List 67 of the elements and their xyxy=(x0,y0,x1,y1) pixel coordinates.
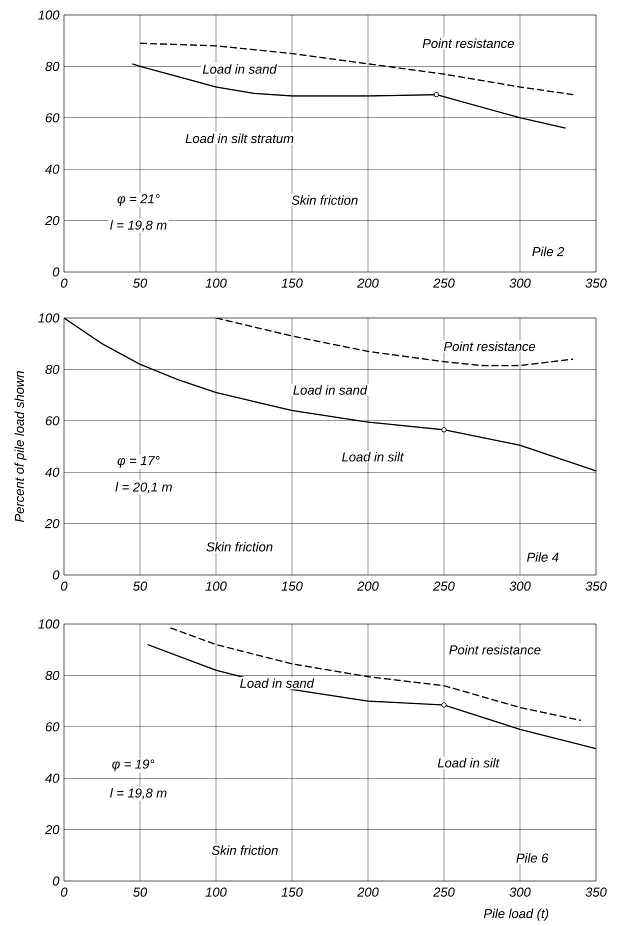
x-tick-label: 50 xyxy=(133,888,148,897)
y-tick-label: 0 xyxy=(52,876,60,886)
y-tick-label: 80 xyxy=(45,62,60,71)
x-axis-title: Pile load (t) xyxy=(484,908,548,921)
y-tick-label: 100 xyxy=(38,313,60,323)
annotation: Point resistance xyxy=(449,644,540,654)
x-tick-label: 50 xyxy=(133,278,148,288)
x-tick-label: 0 xyxy=(60,888,68,897)
x-tick-label: 100 xyxy=(206,278,227,288)
y-tick-label: 60 xyxy=(46,722,60,732)
line-series xyxy=(170,627,582,722)
x-tick-label: 350 xyxy=(586,582,607,591)
x-tick-label: 200 xyxy=(357,888,379,897)
y-tick-label: 60 xyxy=(46,416,60,426)
x-tick-label: 200 xyxy=(357,582,379,591)
y-tick-label: 0 xyxy=(52,267,60,277)
x-tick-label: 100 xyxy=(206,888,227,897)
annotation: φ = 21° xyxy=(118,194,160,206)
annotation: Point resistance xyxy=(444,342,536,352)
y-tick-label: 80 xyxy=(45,670,60,680)
annotation: Pile 6 xyxy=(516,853,548,863)
annotation: Load in silt stratum xyxy=(186,134,294,144)
x-tick-label: 300 xyxy=(509,582,531,591)
x-tick-label: 350 xyxy=(586,888,607,897)
x-tick-label: 250 xyxy=(433,582,455,591)
annotation: Load in sand xyxy=(202,64,277,74)
x-tick-label: 0 xyxy=(60,278,68,288)
line-series xyxy=(132,63,566,129)
x-tick-label: 150 xyxy=(282,888,303,897)
y-tick-label: 40 xyxy=(45,468,60,477)
annotation: Skin friction xyxy=(212,845,278,855)
annotation: Pile 2 xyxy=(532,246,564,256)
y-tick-label: 0 xyxy=(52,570,60,580)
y-tick-label: 20 xyxy=(45,216,60,226)
x-tick-label: 250 xyxy=(433,278,455,288)
y-tick-label: 40 xyxy=(45,774,60,783)
y-tick-label: 40 xyxy=(45,164,60,174)
x-tick-label: 250 xyxy=(433,888,455,897)
annotation: l = 19,8 m xyxy=(110,220,166,232)
x-tick-label: 50 xyxy=(133,582,148,591)
annotation: φ = 17° xyxy=(118,456,160,468)
y-tick-label: 60 xyxy=(46,113,60,122)
annotation: Load in sand xyxy=(293,385,368,395)
y-axis-title: Percent of pile load shown xyxy=(14,371,26,522)
y-tick-label: 80 xyxy=(45,364,60,374)
x-tick-label: 350 xyxy=(586,278,607,288)
annotation: Pile 4 xyxy=(527,552,558,562)
annotation: l = 20,1 m xyxy=(115,482,172,494)
annotation: l = 19,8 m xyxy=(110,788,166,800)
annotation: Load in silt xyxy=(342,452,404,462)
annotation: Load in sand xyxy=(240,678,314,688)
y-tick-label: 20 xyxy=(45,519,60,528)
annotation: Point resistance xyxy=(422,38,514,48)
x-tick-label: 100 xyxy=(206,582,227,591)
x-tick-label: 300 xyxy=(510,278,531,288)
annotation: Load in silt xyxy=(438,758,500,768)
y-tick-label: 20 xyxy=(45,825,60,834)
x-tick-label: 300 xyxy=(510,888,531,897)
y-tick-label: 100 xyxy=(38,10,60,20)
y-tick-label: 100 xyxy=(38,619,60,629)
x-tick-label: 0 xyxy=(60,582,68,591)
x-tick-label: 200 xyxy=(357,278,379,288)
annotation: Skin friction xyxy=(292,195,358,205)
x-tick-label: 150 xyxy=(282,278,303,288)
x-tick-label: 150 xyxy=(282,582,303,591)
annotation: φ = 19° xyxy=(112,759,154,772)
annotation: Skin friction xyxy=(206,542,272,552)
